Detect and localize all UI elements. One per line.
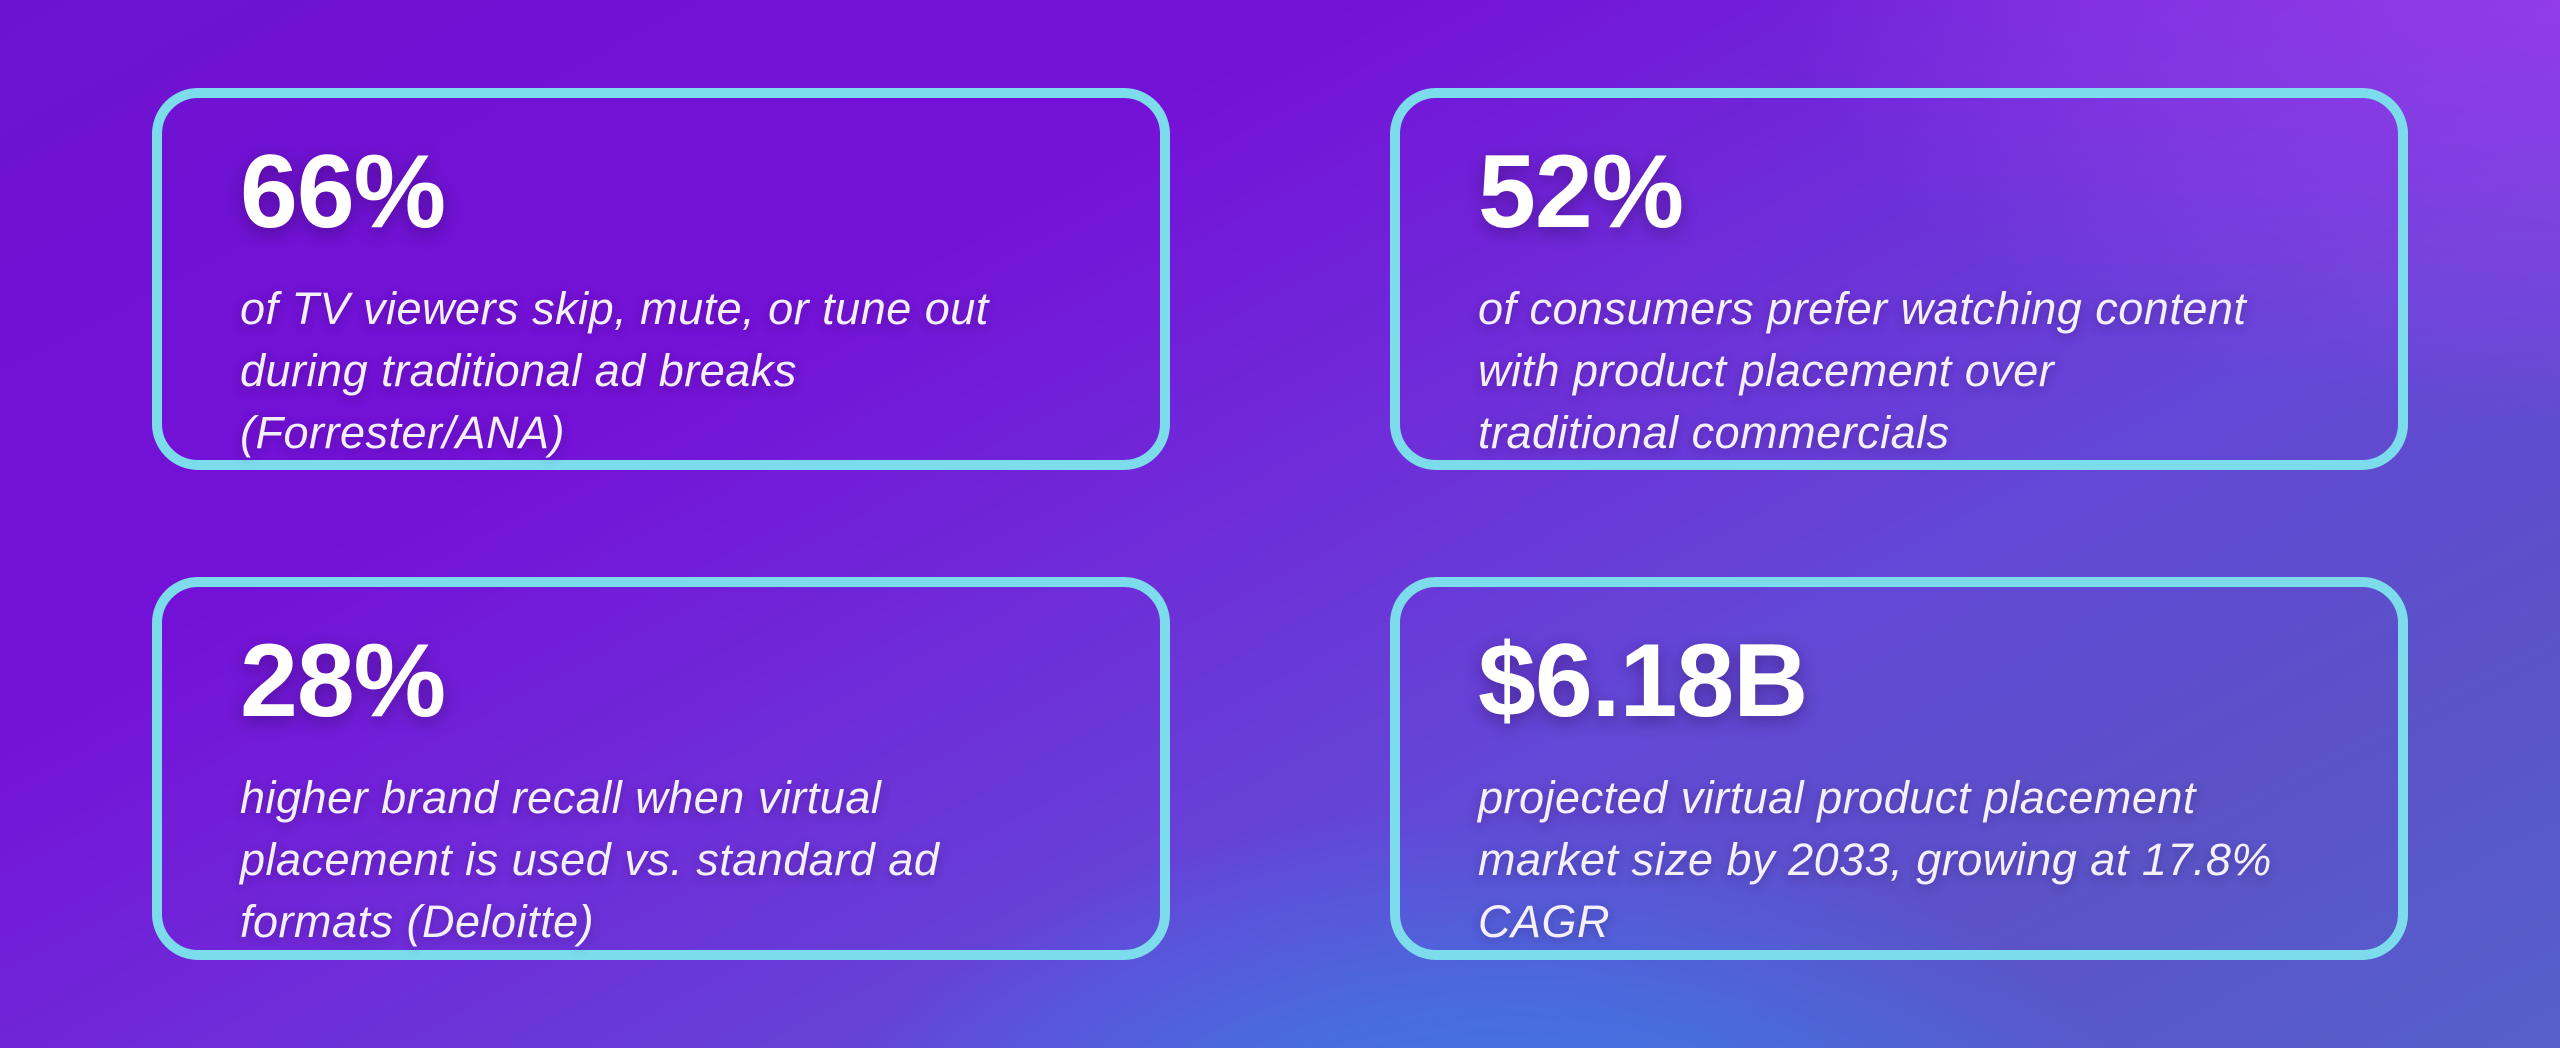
stat-card-brand-recall: 28% higher brand recall when virtual pla…	[152, 577, 1170, 960]
stat-description: of consumers prefer watching content wit…	[1478, 283, 2247, 459]
stat-value: 52%	[1478, 134, 1684, 250]
stat-card-market-size: $6.18B projected virtual product placeme…	[1390, 577, 2408, 960]
stat-card-tv-viewers: 66% of TV viewers skip, mute, or tune ou…	[152, 88, 1170, 470]
stat-description: higher brand recall when virtual placeme…	[240, 772, 940, 948]
stat-description: of TV viewers skip, mute, or tune out du…	[240, 283, 989, 459]
stat-value: 28%	[240, 623, 446, 739]
stat-description: projected virtual product placement mark…	[1478, 772, 2272, 948]
stat-card-consumer-preference: 52% of consumers prefer watching content…	[1390, 88, 2408, 470]
stat-value: 66%	[240, 134, 446, 250]
stat-value: $6.18B	[1478, 623, 1808, 739]
